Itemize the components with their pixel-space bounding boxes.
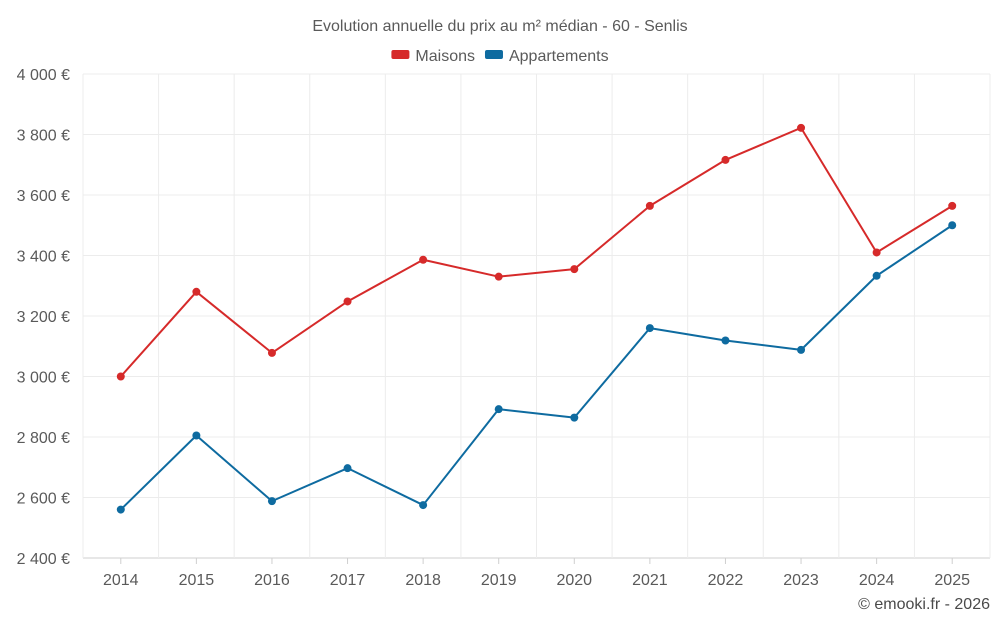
- data-point-maisons[interactable]: [872, 248, 881, 257]
- x-tick-label: 2015: [179, 572, 215, 589]
- chart-title: Evolution annuelle du prix au m² médian …: [312, 18, 687, 35]
- data-point-maisons[interactable]: [721, 155, 730, 164]
- y-tick-label: 3 400 €: [17, 249, 70, 266]
- series-line-maisons: [120, 126, 953, 378]
- legend-label-maisons[interactable]: Maisons: [415, 48, 475, 65]
- x-axis-ticks: 2014 2015 2016 2017 2018 2019 2020 2021 2022 2023…: [103, 558, 970, 589]
- data-point-appartements[interactable]: [419, 501, 428, 510]
- x-tick-label: 2016: [254, 572, 290, 589]
- data-point-appartements[interactable]: [116, 505, 125, 514]
- x-tick-label: 2017: [330, 572, 366, 589]
- y-tick-label: 2 800 €: [17, 430, 70, 447]
- data-point-appartements[interactable]: [797, 345, 806, 354]
- data-point-maisons[interactable]: [343, 297, 352, 306]
- x-tick-label: 2020: [556, 572, 592, 589]
- legend: Maisons Appartements: [391, 48, 609, 65]
- data-point-appartements[interactable]: [948, 221, 957, 230]
- y-tick-label: 3 000 €: [17, 370, 70, 387]
- y-tick-label: 4 000 €: [17, 67, 70, 84]
- y-axis-ticks: 2 400 € 2 600 € 2 800 € 3 000 € 3 200 € 3 400…: [17, 67, 70, 568]
- data-point-appartements[interactable]: [721, 336, 730, 345]
- x-tick-label: 2021: [632, 572, 668, 589]
- x-tick-label: 2023: [783, 572, 819, 589]
- x-tick-label: 2014: [103, 572, 139, 589]
- x-tick-label: 2018: [405, 572, 441, 589]
- data-point-maisons[interactable]: [797, 123, 806, 132]
- legend-swatch-maisons[interactable]: [391, 50, 410, 59]
- data-point-maisons[interactable]: [570, 265, 579, 274]
- grid: [82, 73, 991, 559]
- legend-label-appartements[interactable]: Appartements: [509, 48, 609, 65]
- y-tick-label: 3 200 €: [17, 309, 70, 326]
- x-tick-label: 2019: [481, 572, 517, 589]
- data-point-appartements[interactable]: [343, 464, 352, 473]
- y-tick-label: 2 600 €: [17, 491, 70, 508]
- y-tick-label: 3 600 €: [17, 188, 70, 205]
- data-point-maisons[interactable]: [419, 255, 428, 264]
- data-point-appartements[interactable]: [494, 405, 503, 414]
- data-point-maisons[interactable]: [116, 372, 125, 381]
- y-tick-label: 3 800 €: [17, 128, 70, 145]
- data-point-maisons[interactable]: [267, 348, 276, 357]
- data-point-appartements[interactable]: [872, 271, 881, 280]
- series-group: [116, 123, 957, 514]
- data-point-appartements[interactable]: [192, 431, 201, 440]
- x-tick-label: 2022: [708, 572, 744, 589]
- data-point-appartements[interactable]: [645, 324, 654, 333]
- legend-swatch-appartements[interactable]: [484, 50, 503, 59]
- data-point-maisons[interactable]: [192, 287, 201, 296]
- data-point-appartements[interactable]: [267, 497, 276, 506]
- x-tick-label: 2024: [859, 572, 895, 589]
- x-tick-label: 2025: [934, 572, 970, 589]
- data-point-appartements[interactable]: [570, 413, 579, 422]
- credit-text: © emooki.fr - 2026: [858, 596, 990, 613]
- y-tick-label: 2 400 €: [17, 551, 70, 568]
- series-line-appartements: [120, 224, 953, 511]
- data-point-maisons[interactable]: [948, 201, 957, 210]
- data-point-maisons[interactable]: [645, 201, 654, 210]
- data-point-maisons[interactable]: [494, 272, 503, 281]
